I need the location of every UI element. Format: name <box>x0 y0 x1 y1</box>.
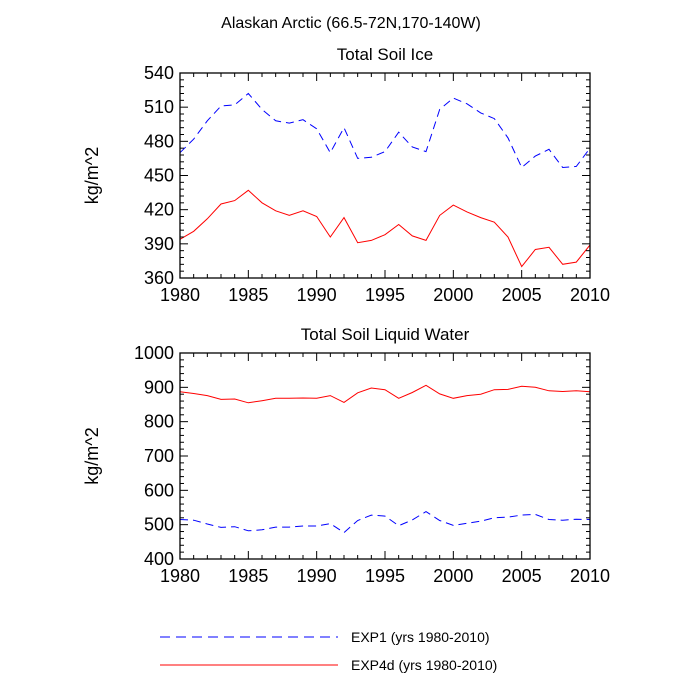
y-tick-label: 400 <box>144 549 174 569</box>
x-tick-label: 2010 <box>570 285 610 305</box>
series-line-exp4d <box>179 384 591 404</box>
chart-panel-1: Total Soil Ice kg/m^2 1980 1985 1990 1995 2000… <box>82 45 610 305</box>
y-tick-label: 700 <box>144 446 174 466</box>
legend-label-1: EXP1 (yrs 1980-2010) <box>351 629 490 645</box>
x-tick-label: 1980 <box>160 566 200 586</box>
panels: Total Soil Ice kg/m^2 1980 1985 1990 1995 2000… <box>82 45 610 586</box>
x-tick-label: 1980 <box>160 285 200 305</box>
series-line-exp4d <box>179 189 591 268</box>
y-tick-label: 390 <box>144 234 174 254</box>
y-tick-label: 900 <box>144 377 174 397</box>
y-tick-label: 450 <box>144 166 174 186</box>
y-tick-label: 420 <box>144 200 174 220</box>
x-tick-label: 1995 <box>365 285 405 305</box>
legend-label-2: EXP4d (yrs 1980-2010) <box>351 657 497 673</box>
y-tick-label: 800 <box>144 412 174 432</box>
figure-title: Alaskan Arctic (66.5-72N,170-140W) <box>221 15 481 32</box>
x-tick-label: 2010 <box>570 566 610 586</box>
y-tick-label: 540 <box>144 63 174 83</box>
x-tick-label: 1985 <box>228 566 268 586</box>
x-tick-label: 2005 <box>502 566 542 586</box>
legend: EXP1 (yrs 1980-2010) EXP4d (yrs 1980-2010… <box>160 629 497 673</box>
y-tick-label: 1000 <box>134 343 174 363</box>
y-tick-label: 510 <box>144 97 174 117</box>
y-tick-label: 600 <box>144 480 174 500</box>
x-tick-label: 1985 <box>228 285 268 305</box>
x-tick-label: 2000 <box>433 566 473 586</box>
y-tick-label: 360 <box>144 268 174 288</box>
x-tick-label: 1990 <box>297 285 337 305</box>
x-tick-label: 2005 <box>502 285 542 305</box>
y-axis-label: kg/m^2 <box>82 147 102 204</box>
plot-frame <box>179 352 591 560</box>
x-tick-label: 1995 <box>365 566 405 586</box>
x-tick-label: 2000 <box>433 285 473 305</box>
series-line-exp1 <box>179 92 591 169</box>
panel-title: Total Soil Liquid Water <box>301 325 470 344</box>
y-axis-label: kg/m^2 <box>82 427 102 484</box>
series-line-exp1 <box>179 511 591 534</box>
x-tick-label: 1990 <box>297 566 337 586</box>
chart-panel-2: Total Soil Liquid Water kg/m^2 1980 1985 199… <box>82 325 610 586</box>
plot-frame <box>179 72 591 279</box>
panel-title: Total Soil Ice <box>337 45 433 64</box>
y-tick-label: 500 <box>144 515 174 535</box>
y-tick-label: 480 <box>144 131 174 151</box>
